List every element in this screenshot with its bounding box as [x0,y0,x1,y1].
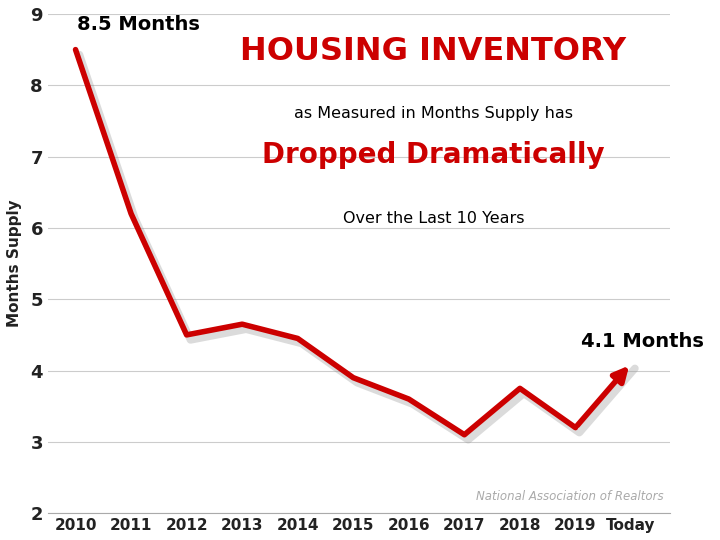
Text: 8.5 Months: 8.5 Months [77,15,200,34]
Text: HOUSING INVENTORY: HOUSING INVENTORY [240,36,626,68]
Text: Dropped Dramatically: Dropped Dramatically [262,141,605,169]
Y-axis label: Months Supply: Months Supply [7,200,22,327]
Text: Over the Last 10 Years: Over the Last 10 Years [343,211,524,226]
Text: National Association of Realtors: National Association of Realtors [476,490,664,503]
Text: as Measured in Months Supply has: as Measured in Months Supply has [294,106,573,122]
Text: 4.1 Months: 4.1 Months [581,332,704,350]
